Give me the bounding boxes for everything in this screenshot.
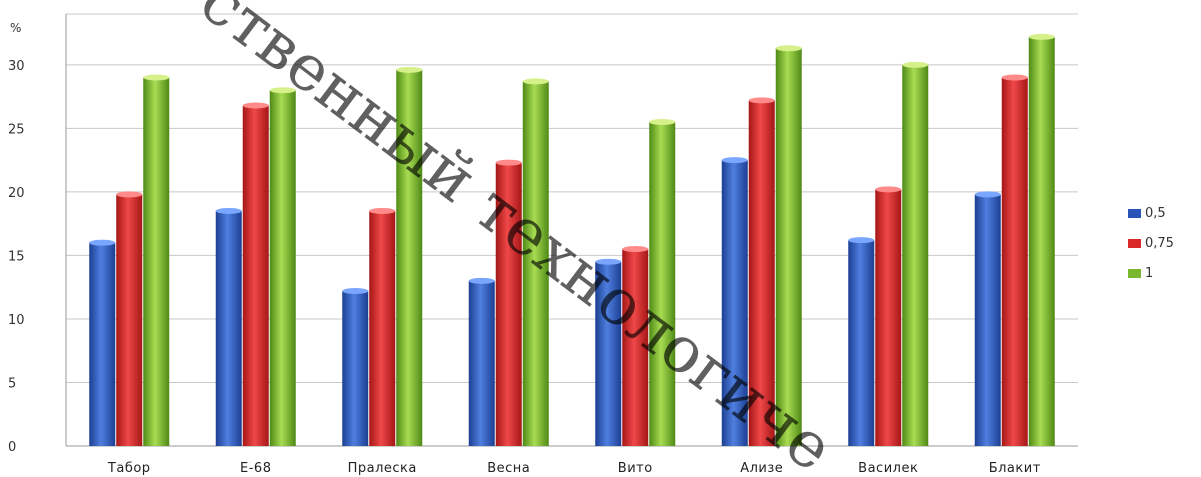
x-tick-label: Вито	[618, 461, 653, 476]
bar-0-75-2	[369, 210, 396, 446]
bar-0-5-3	[468, 280, 495, 446]
bar-cap	[242, 102, 269, 109]
y-tick-label: 30	[8, 59, 25, 74]
bar-1-4	[649, 122, 676, 446]
legend-swatch	[1128, 268, 1141, 278]
bar-cap	[875, 186, 902, 193]
y-tick-label: 20	[8, 186, 25, 201]
x-tick-label: Ализе	[740, 461, 783, 476]
bar-cap	[721, 157, 748, 164]
bar-cap	[748, 97, 775, 104]
bar-cap	[116, 191, 143, 198]
bar-0-75-6	[875, 189, 902, 446]
legend-swatch	[1128, 238, 1141, 248]
bar-cap	[902, 61, 929, 68]
y-tick-label: 10	[8, 313, 25, 328]
x-tick-label: Е-68	[240, 461, 271, 476]
y-tick-label: 15	[8, 249, 25, 264]
bar-0-5-2	[342, 290, 369, 446]
bar-0-5-6	[848, 240, 875, 446]
chart-legend: 0,5 0,75 1	[1128, 198, 1174, 288]
bar-cap	[495, 159, 522, 166]
x-tick-label: Блакит	[989, 461, 1041, 476]
bar-cap	[468, 277, 495, 284]
bar-cap	[396, 66, 423, 73]
axis-labels: 0 5 10 15 20 25 30% Табор Е-68 Пралеска Весна Вито А…	[8, 21, 1041, 476]
bar-0-75-3	[495, 162, 522, 447]
legend-item: 0,5	[1128, 198, 1174, 228]
y-tick-label: 5	[8, 376, 16, 391]
bar-0-5-4	[595, 261, 622, 446]
legend-item: 1	[1128, 258, 1174, 288]
bar-cap	[622, 246, 649, 253]
bar-0-5-5	[721, 160, 748, 446]
legend-label: 1	[1145, 265, 1154, 281]
bar-cap	[143, 74, 170, 81]
bar-cap	[595, 258, 622, 265]
x-tick-label: Весна	[487, 461, 530, 476]
legend-label: 0,75	[1145, 235, 1174, 251]
bar-cap	[269, 87, 296, 94]
bar-0-5-1	[215, 210, 242, 446]
legend-swatch	[1128, 208, 1141, 218]
bar-cap	[342, 287, 369, 294]
bar-0-5-7	[974, 194, 1001, 446]
bar-0-75-4	[622, 249, 649, 446]
y-tick-label: 25	[8, 122, 25, 137]
bar-0-5-0	[89, 242, 116, 446]
bar-cap	[1001, 74, 1028, 81]
bar-cap	[215, 207, 242, 214]
bar-1-1	[269, 90, 296, 446]
bar-1-3	[522, 81, 549, 446]
legend-item: 0,75	[1128, 228, 1174, 258]
bar-1-0	[143, 77, 170, 446]
bar-0-75-7	[1001, 77, 1028, 446]
x-tick-label: Василек	[858, 461, 918, 476]
bar-cap	[649, 119, 676, 125]
bar-cap	[369, 207, 396, 214]
x-tick-label: Пралеска	[348, 461, 417, 476]
bar-0-75-0	[116, 194, 143, 446]
bar-cap	[775, 45, 802, 52]
bar-0-75-5	[748, 100, 775, 447]
bar-cap	[1028, 33, 1055, 40]
bar-0-75-1	[242, 105, 269, 446]
bar-1-7	[1028, 36, 1055, 447]
y-tick-label: 0	[8, 440, 16, 455]
legend-label: 0,5	[1145, 205, 1166, 221]
y-unit-label: %	[10, 21, 21, 35]
bar-cap	[974, 191, 1001, 198]
bar-1-6	[902, 64, 929, 446]
bar-cap	[848, 237, 875, 244]
bar-1-5	[775, 48, 802, 447]
bar-cap	[89, 239, 116, 246]
bar-cap	[522, 78, 549, 85]
x-tick-label: Табор	[107, 461, 151, 476]
bars	[89, 33, 1055, 447]
bar-1-2	[396, 69, 423, 446]
